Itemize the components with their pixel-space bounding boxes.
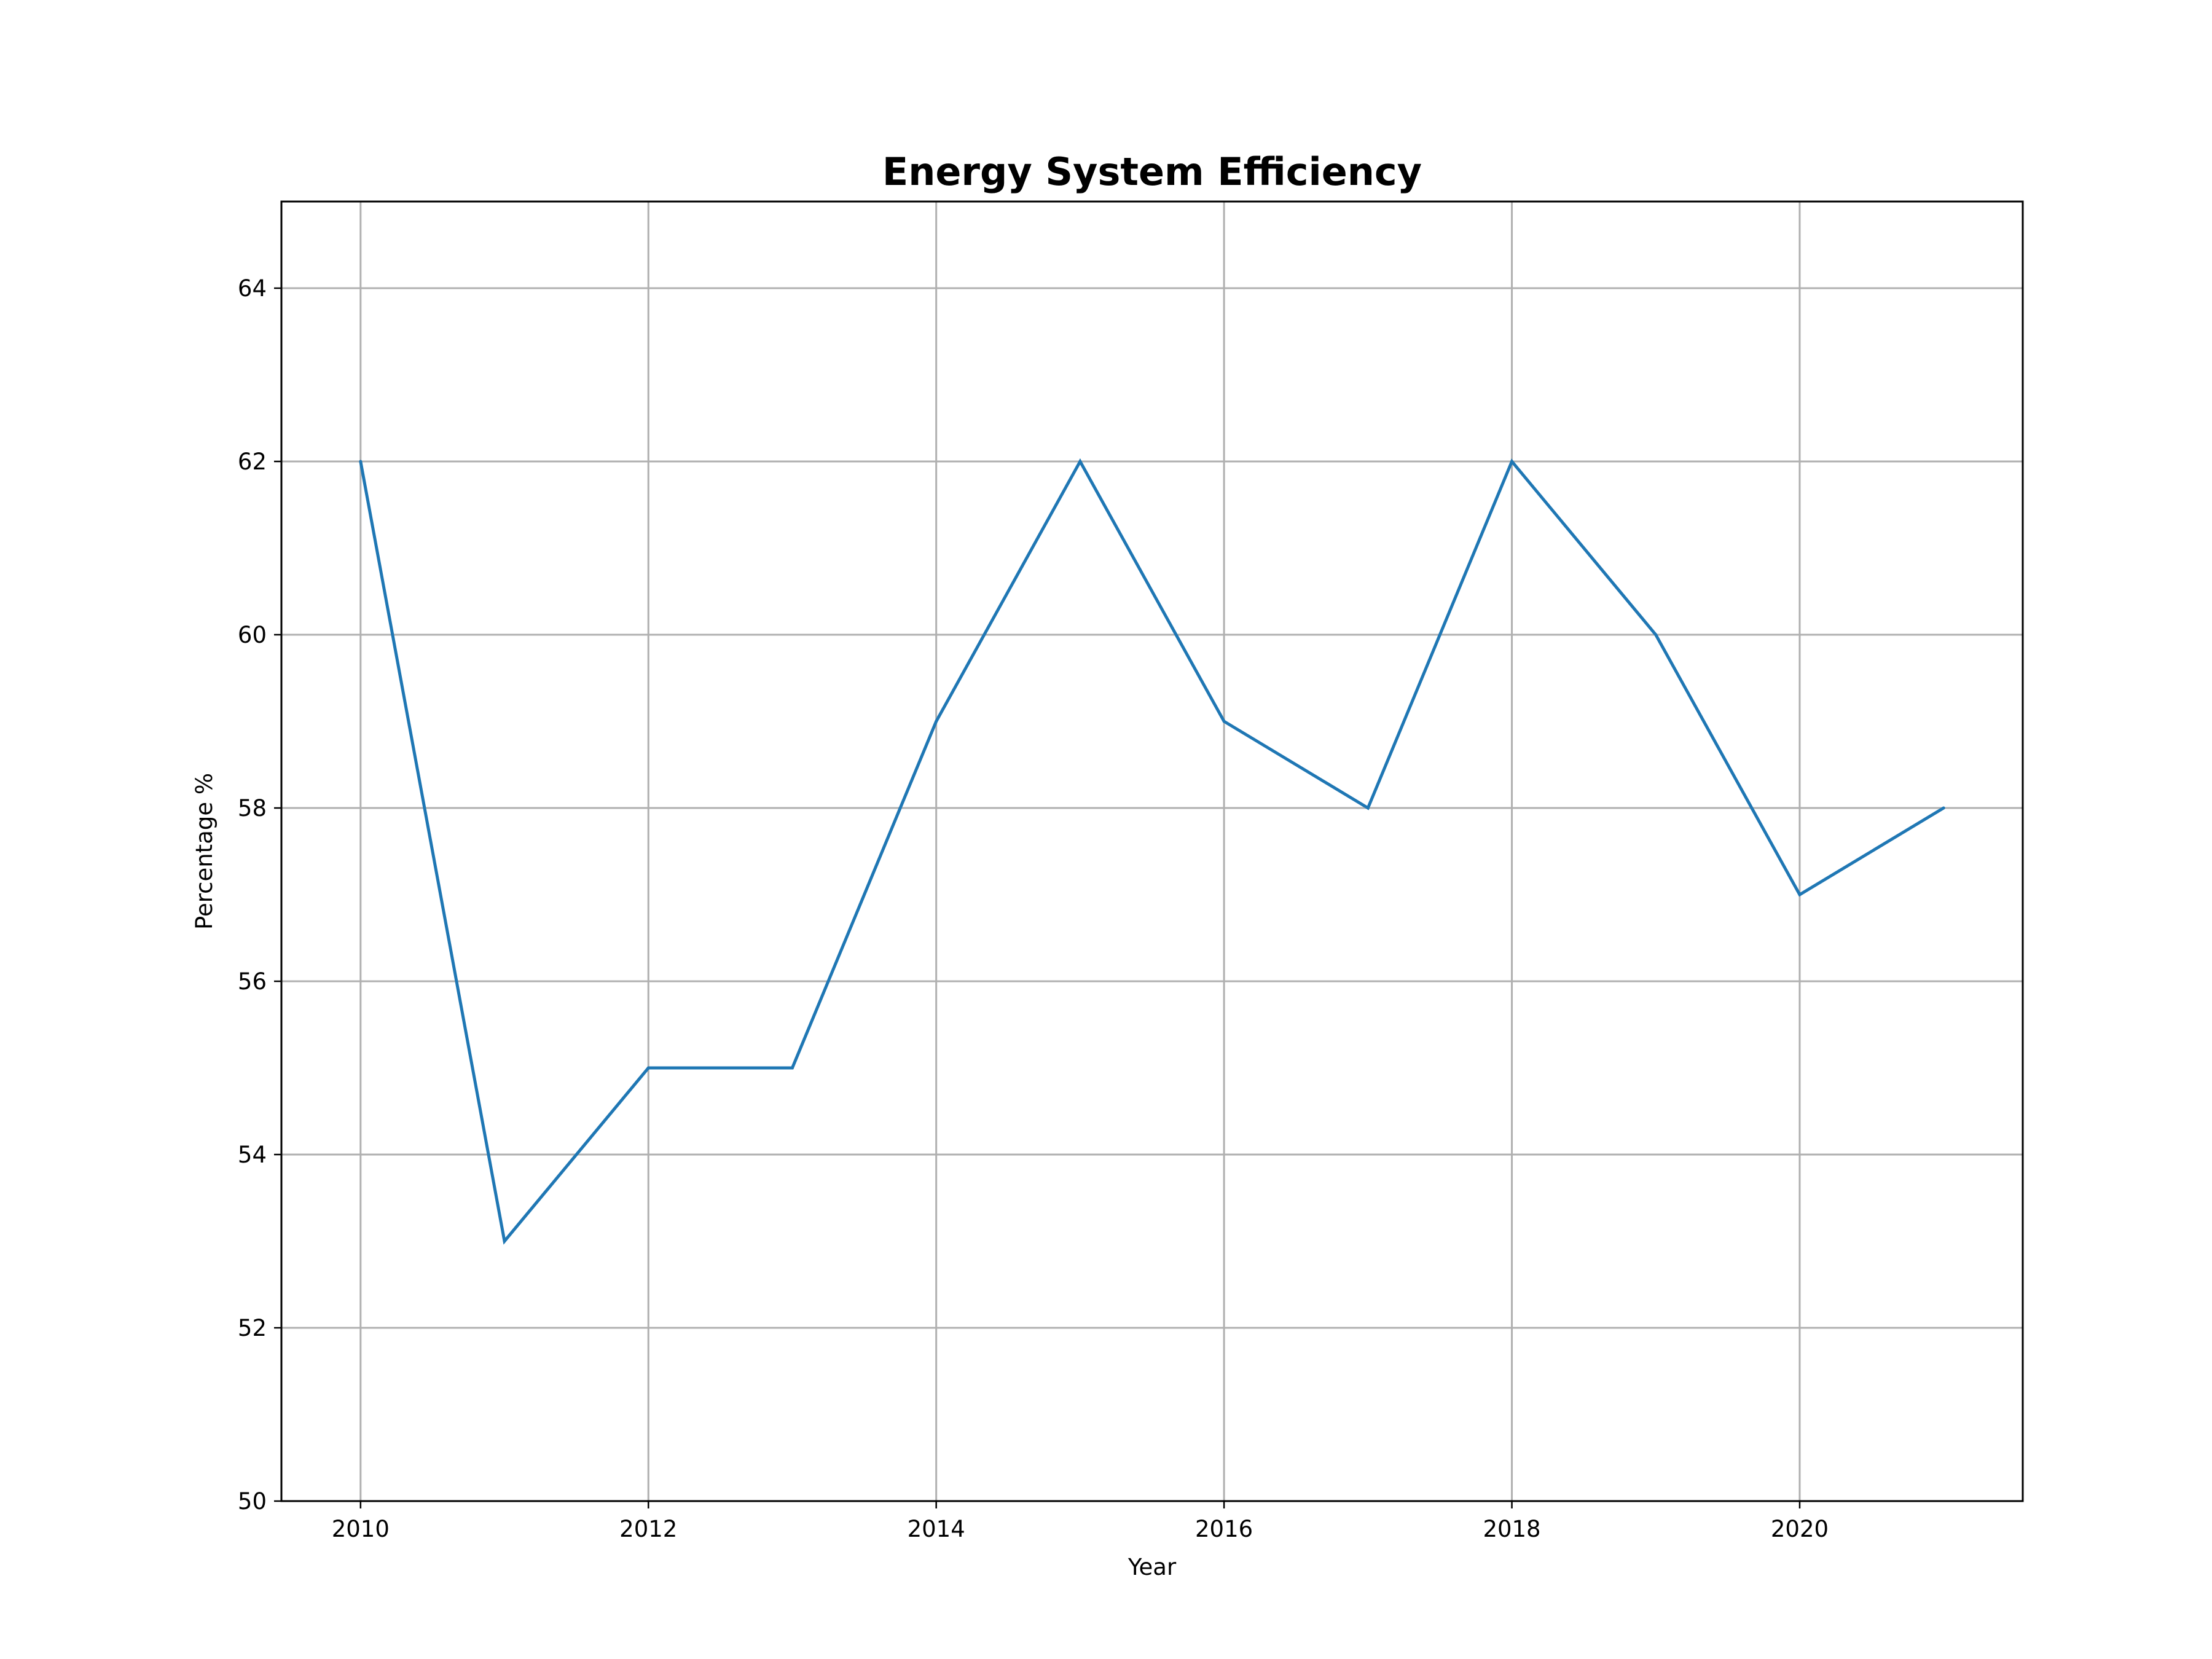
data-point <box>1510 460 1514 463</box>
x-tick-label: 2018 <box>1483 1516 1540 1542</box>
data-point <box>646 1066 650 1070</box>
x-tick-label: 2012 <box>619 1516 677 1542</box>
series-line <box>359 458 1945 1245</box>
data-point <box>359 460 363 463</box>
plot-frame <box>280 200 2024 1502</box>
series-layer <box>359 458 1945 1245</box>
x-tick-label: 2020 <box>1771 1516 1829 1542</box>
x-tick-label: 2016 <box>1195 1516 1253 1542</box>
data-point <box>1366 806 1370 810</box>
y-tick-label: 54 <box>238 1142 267 1168</box>
y-tick-label: 50 <box>238 1488 267 1515</box>
chart-title: Energy System Efficiency <box>882 149 1422 194</box>
y-tick-label: 56 <box>238 968 267 995</box>
y-tick-label: 52 <box>238 1315 267 1341</box>
data-point <box>790 1066 794 1070</box>
data-point <box>935 720 938 723</box>
x-tick-label: 2010 <box>332 1516 390 1542</box>
axis-ticks: 2010 2012 2014 2016 2018 2020 50 52 54 56 58 60 62 64 <box>238 275 1829 1542</box>
x-axis-label: Year <box>1128 1554 1177 1580</box>
x-tick-label: 2014 <box>908 1516 965 1542</box>
data-point <box>1654 633 1658 637</box>
y-tick-label: 58 <box>238 795 267 822</box>
y-tick-label: 64 <box>238 275 267 302</box>
data-point <box>1222 720 1226 723</box>
data-point <box>1942 806 1945 810</box>
y-axis-label: Percentage % <box>191 773 218 930</box>
y-tick-label: 60 <box>238 622 267 648</box>
data-point <box>1798 893 1802 896</box>
y-tick-label: 62 <box>238 449 267 475</box>
grid <box>281 202 2023 1502</box>
data-point <box>503 1239 506 1243</box>
data-point <box>1078 460 1082 463</box>
